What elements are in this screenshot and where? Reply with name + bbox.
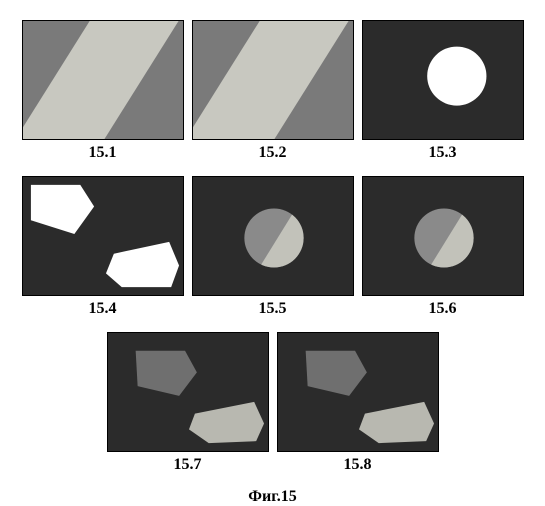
panel-15-6: 15.6 <box>362 176 524 318</box>
thumb-15-2 <box>192 20 354 140</box>
panel-15-1: 15.1 <box>22 20 184 162</box>
figure-caption: Фиг.15 <box>12 488 533 506</box>
row-2: 15.4 15.5 <box>12 176 533 318</box>
panel-15-3: 15.3 <box>362 20 524 162</box>
caption-15-8: 15.8 <box>344 456 372 474</box>
row-3: 15.7 15.8 <box>12 332 533 474</box>
caption-15-3: 15.3 <box>429 144 457 162</box>
row-1: 15.1 15.2 15.3 <box>12 20 533 162</box>
caption-15-2: 15.2 <box>259 144 287 162</box>
panel-15-8: 15.8 <box>277 332 439 474</box>
blobs-graphic-4 <box>23 177 183 295</box>
split-circle-graphic-5 <box>193 177 353 295</box>
stripe-graphic-1 <box>23 21 183 139</box>
panel-15-4: 15.4 <box>22 176 184 318</box>
caption-15-7: 15.7 <box>174 456 202 474</box>
thumb-15-4 <box>22 176 184 296</box>
blobs-graphic-7 <box>108 333 268 451</box>
panel-15-5: 15.5 <box>192 176 354 318</box>
split-circle-graphic-6 <box>363 177 523 295</box>
panel-15-2: 15.2 <box>192 20 354 162</box>
thumb-15-5 <box>192 176 354 296</box>
panel-15-7: 15.7 <box>107 332 269 474</box>
blobs-graphic-8 <box>278 333 438 451</box>
thumb-15-7 <box>107 332 269 452</box>
thumb-15-6 <box>362 176 524 296</box>
thumb-15-1 <box>22 20 184 140</box>
thumb-15-3 <box>362 20 524 140</box>
caption-15-4: 15.4 <box>89 300 117 318</box>
caption-15-6: 15.6 <box>429 300 457 318</box>
caption-15-1: 15.1 <box>89 144 117 162</box>
stripe-graphic-2 <box>193 21 353 139</box>
thumb-15-8 <box>277 332 439 452</box>
circle-graphic-3 <box>363 21 523 139</box>
caption-15-5: 15.5 <box>259 300 287 318</box>
